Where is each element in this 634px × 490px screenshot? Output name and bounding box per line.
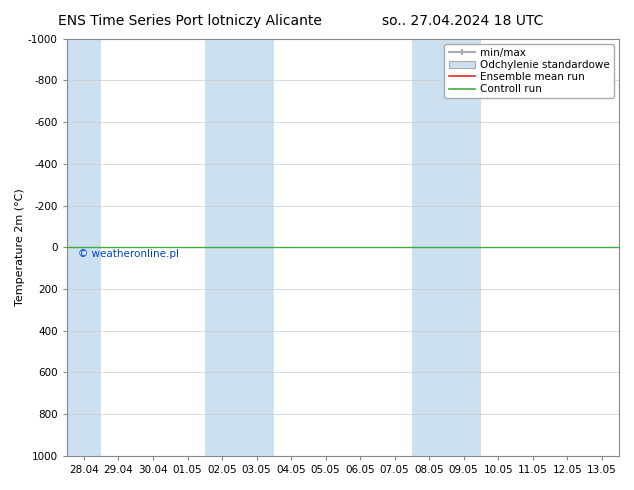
- Text: ENS Time Series Port lotniczy Alicante: ENS Time Series Port lotniczy Alicante: [58, 14, 322, 28]
- Bar: [412, 39, 446, 456]
- Bar: [67, 39, 101, 456]
- Y-axis label: Temperature 2m (°C): Temperature 2m (°C): [15, 189, 25, 306]
- Bar: [446, 39, 481, 456]
- Bar: [205, 39, 239, 456]
- Legend: min/max, Odchylenie standardowe, Ensemble mean run, Controll run: min/max, Odchylenie standardowe, Ensembl…: [444, 44, 614, 98]
- Text: © weatheronline.pl: © weatheronline.pl: [78, 249, 179, 259]
- Bar: [239, 39, 274, 456]
- Text: so.. 27.04.2024 18 UTC: so.. 27.04.2024 18 UTC: [382, 14, 543, 28]
